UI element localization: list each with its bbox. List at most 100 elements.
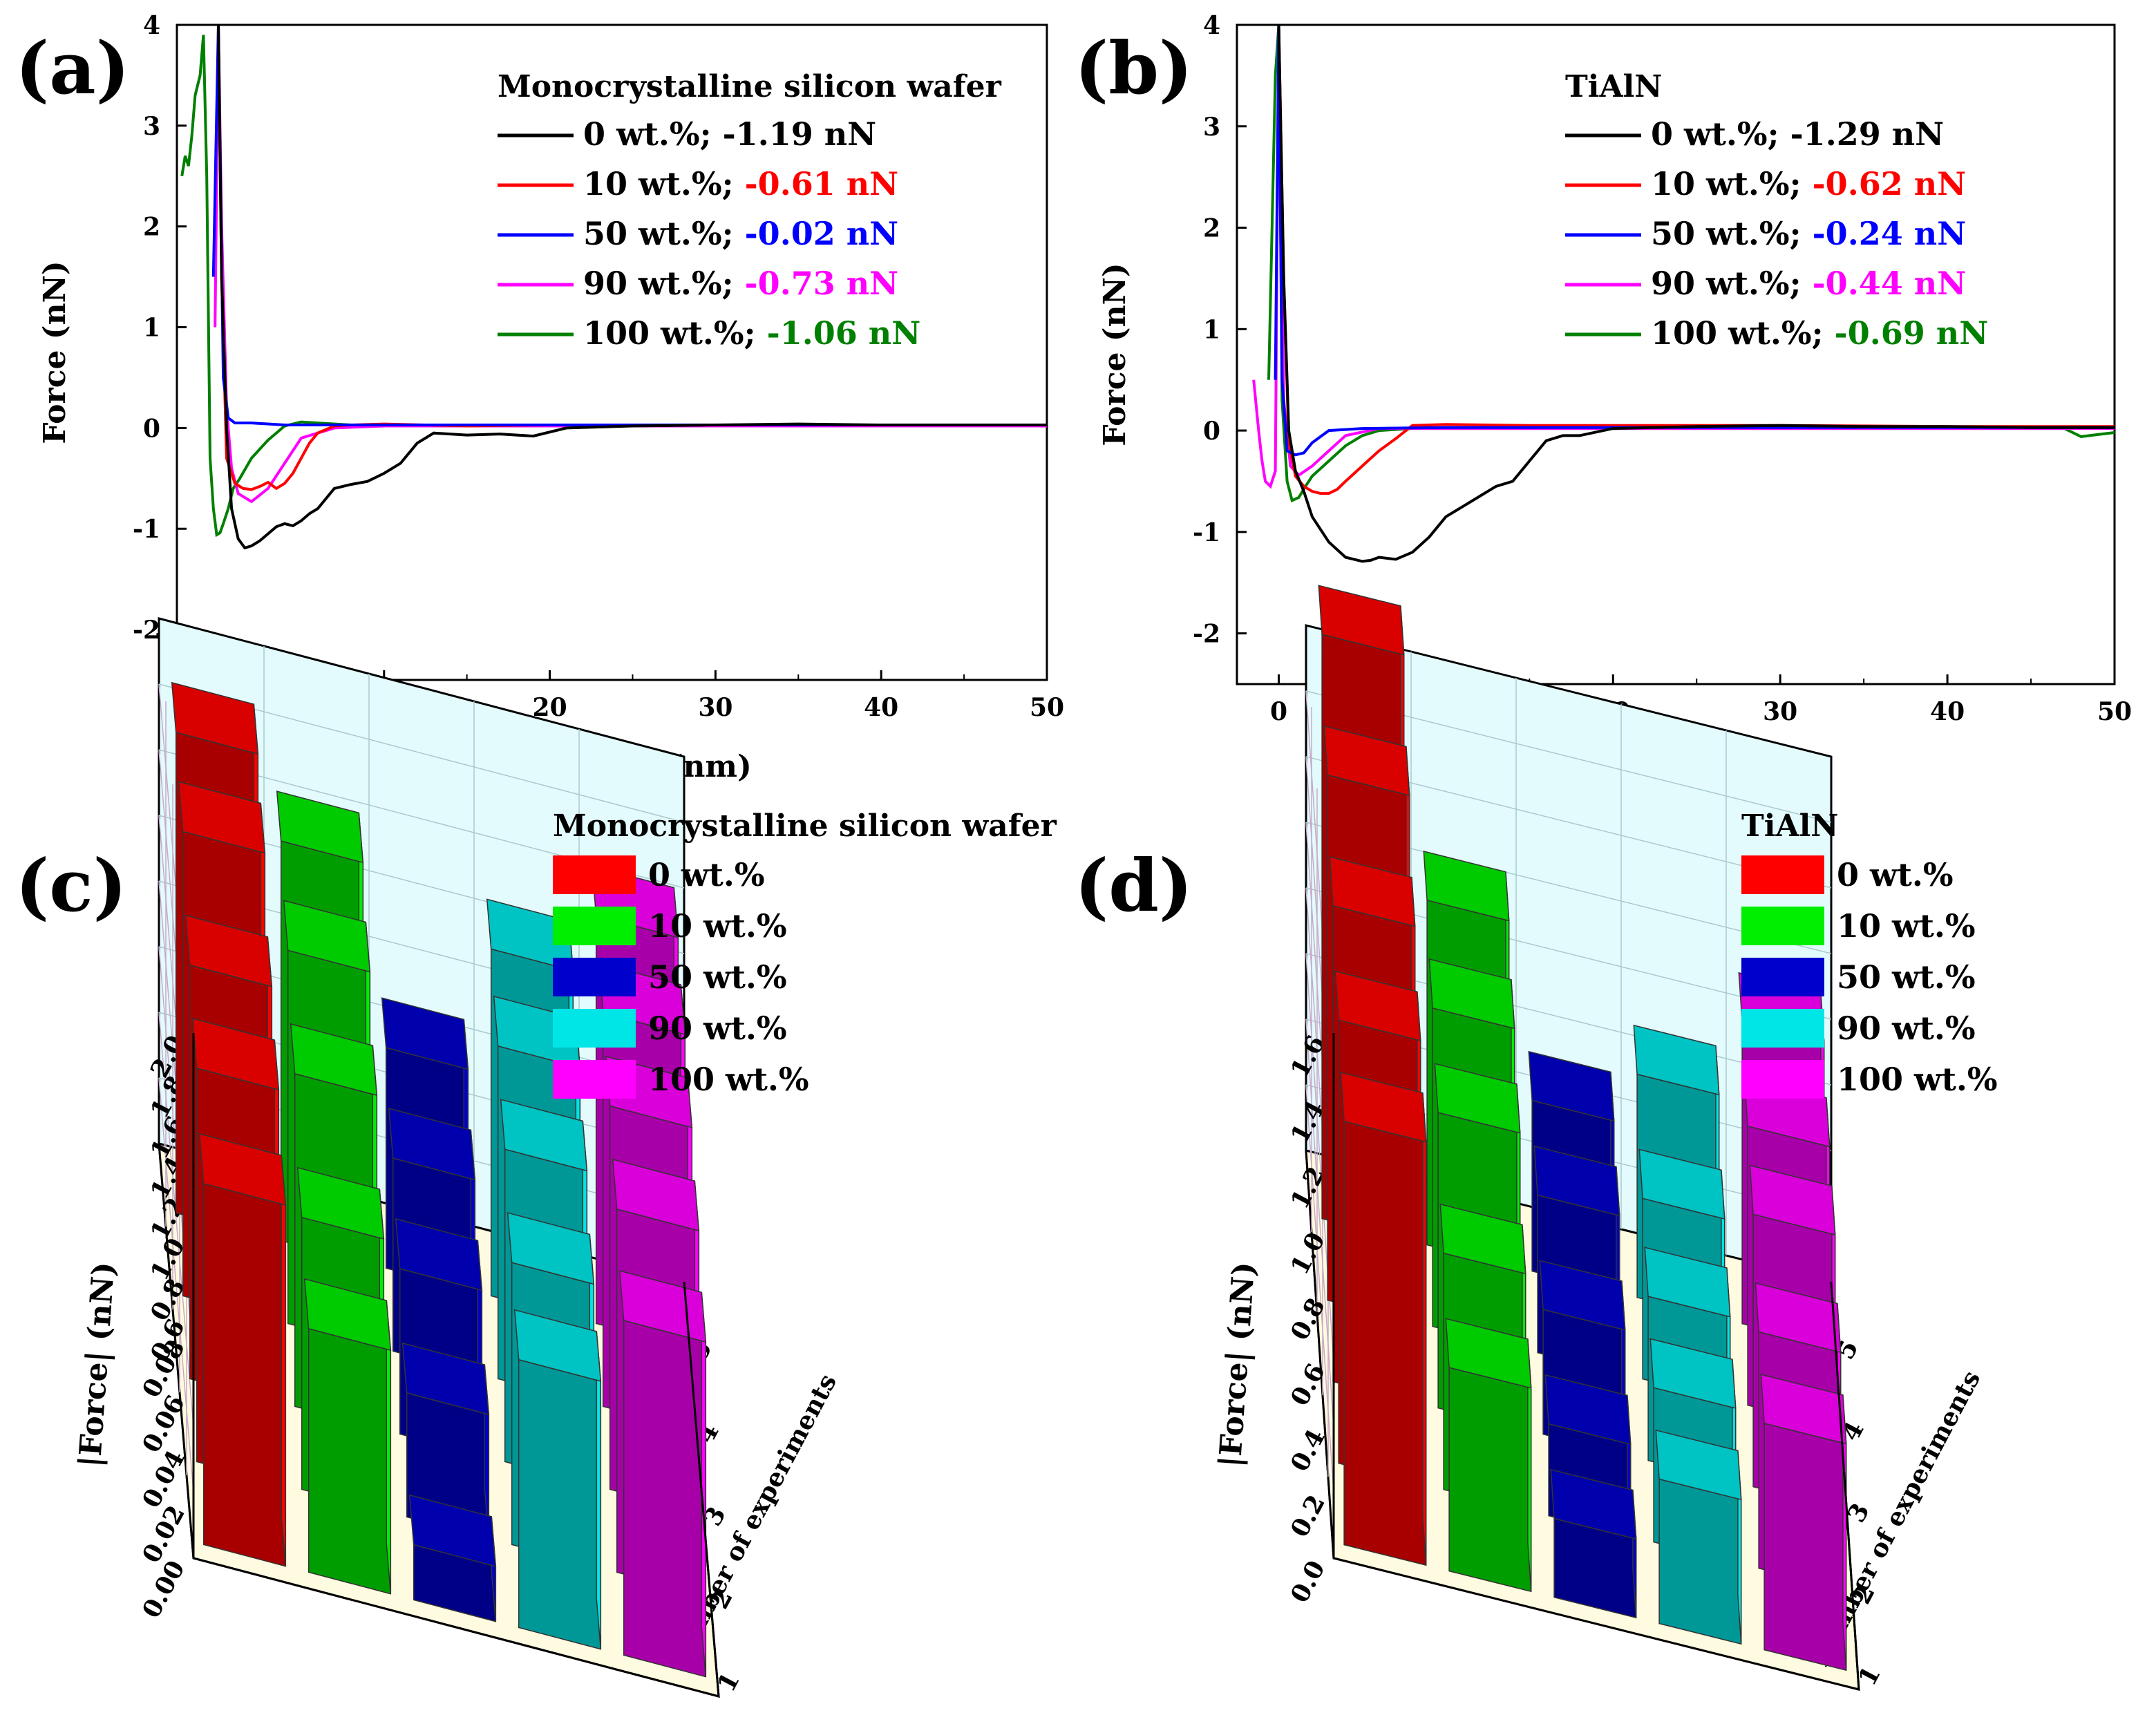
panel-label-d: (d) xyxy=(1075,843,1193,928)
bar-top-2-0 xyxy=(1550,1468,1637,1540)
bar-top-2-4 xyxy=(381,997,469,1070)
legend-entry-2: 50 wt.% xyxy=(648,958,787,996)
y-tick-label: -1 xyxy=(1193,518,1220,547)
bar-top-2-3 xyxy=(388,1108,476,1181)
legend-name: 10 wt.%; xyxy=(1651,165,1813,202)
legend-swatch-1 xyxy=(553,907,636,945)
bar-top-1-3 xyxy=(283,900,371,973)
legend-title: TiAlN xyxy=(1565,69,1663,104)
y-tick-label: -2 xyxy=(1193,620,1220,649)
bar-front-1-0 xyxy=(1448,1367,1532,1593)
legend-swatch-0 xyxy=(1741,855,1824,894)
legend-entry-90: 90 wt.%; -0.73 nN xyxy=(583,265,898,302)
legend-value: -0.44 nN xyxy=(1813,265,1967,302)
bar-top-1-0 xyxy=(303,1278,392,1352)
legend-name: 100 wt.%; xyxy=(1651,314,1835,352)
legend-swatch-2 xyxy=(1741,958,1824,996)
bar-front-1-0 xyxy=(308,1327,392,1595)
legend-entry-4: 100 wt.% xyxy=(648,1061,809,1098)
series-line-90 xyxy=(1252,25,2115,489)
legend-title: Monocrystalline silicon wafer xyxy=(553,808,1057,844)
left-wall-grid xyxy=(158,1077,194,1493)
legend-swatch-3 xyxy=(1741,1009,1824,1048)
bar-top-4-1 xyxy=(1755,1282,1842,1354)
bar-top-2-1 xyxy=(1544,1374,1632,1446)
line-chart-b: 01020304050-2-101234Separation (nm)Force… xyxy=(1097,11,2132,788)
x-tick-label: 50 xyxy=(1030,693,1064,722)
axis-edges xyxy=(192,1033,720,1698)
bar-top-3-3 xyxy=(1638,1148,1725,1220)
legend-name: 10 wt.%; xyxy=(583,165,745,202)
bar-top-1-3 xyxy=(1428,958,1515,1030)
y-tick-label: -1 xyxy=(133,515,160,544)
left-wall-grid xyxy=(158,1012,194,1428)
bar-front-0-0 xyxy=(202,1182,287,1567)
bar-top-4-1 xyxy=(612,1158,700,1232)
legend-value: -1.06 nN xyxy=(767,314,921,352)
legend-swatch-4 xyxy=(553,1060,636,1099)
bar-top-3-1 xyxy=(1649,1338,1737,1409)
legend-entry-100: 100 wt.%; -0.69 nN xyxy=(1651,314,1988,352)
bar-top-3-0 xyxy=(513,1309,602,1382)
legend-entry-50: 50 wt.%; -0.24 nN xyxy=(1651,215,1966,252)
bar-top-1-4 xyxy=(1423,851,1510,922)
legend-name: 50 wt.%; xyxy=(1651,215,1813,252)
x-tick-label: 40 xyxy=(864,693,898,722)
x-tick-label: 0 xyxy=(1270,697,1287,726)
bar-top-0-3 xyxy=(178,781,266,854)
z-tick-label: 0.04 xyxy=(137,1446,191,1513)
y-axis-label: |Force| (nN) xyxy=(1213,1261,1263,1468)
left-wall-grid xyxy=(1305,1084,1334,1493)
y-axis-label: |Force| (nN) xyxy=(73,1261,122,1468)
bar-side-0-0 xyxy=(281,1155,287,1566)
legend-swatch-0 xyxy=(553,855,636,894)
bar-front-3-0 xyxy=(518,1358,602,1650)
bar-top-0-4 xyxy=(1318,585,1405,656)
bar-top-2-0 xyxy=(408,1494,497,1567)
bar-side-4-0 xyxy=(701,1292,707,1677)
x-tick-label: 30 xyxy=(1763,697,1797,726)
legend-name: 90 wt.%; xyxy=(1651,265,1813,302)
legend-value: -0.24 nN xyxy=(1813,215,1967,252)
legend-entry-2: 50 wt.% xyxy=(1837,958,1976,996)
bar-top-1-2 xyxy=(290,1023,378,1097)
bar-top-4-2 xyxy=(1749,1164,1836,1235)
legend-entry-100: 100 wt.%; -1.06 nN xyxy=(583,314,920,352)
legend-entry-1: 10 wt.% xyxy=(648,907,787,945)
left-wall-grid xyxy=(1305,1019,1334,1428)
legend-name: 90 wt.%; xyxy=(583,265,745,302)
y-tick-label: 2 xyxy=(143,213,160,242)
legend-name: 50 wt.%; xyxy=(583,215,745,252)
bar-top-1-1 xyxy=(1439,1203,1526,1275)
bar-top-3-0 xyxy=(1655,1429,1742,1501)
legend-entry-0: 0 wt.%; -1.19 nN xyxy=(583,115,876,153)
legend-entry-0: 0 wt.% xyxy=(1837,856,1954,893)
bar-front-4-0 xyxy=(623,1320,707,1678)
legend-entry-3: 90 wt.% xyxy=(648,1010,787,1047)
y-axis-label: Force (nN) xyxy=(37,261,73,444)
bar-top-0-0 xyxy=(198,1133,287,1206)
legend-entry-0: 0 wt.%; -1.29 nN xyxy=(1651,115,1944,153)
bar-front-0-0 xyxy=(1343,1120,1427,1566)
y-tick-label: 3 xyxy=(143,112,160,141)
bar-top-3-4 xyxy=(1633,1024,1720,1096)
axis-edges xyxy=(1332,1033,1860,1691)
bar-top-2-1 xyxy=(401,1342,490,1415)
legend-title: TiAlN xyxy=(1741,808,1839,844)
x-tick-label: 30 xyxy=(698,693,732,722)
legend-name: 0 wt.%; xyxy=(1651,115,1790,153)
series-line-10 xyxy=(1277,25,2115,495)
z-tick-label: 0.4 xyxy=(1285,1425,1330,1477)
legend-value: -0.62 nN xyxy=(1813,165,1967,202)
series-line-0 xyxy=(217,25,1047,550)
legend-swatch-4 xyxy=(1741,1060,1824,1099)
legend-value: -0.73 nN xyxy=(745,265,899,302)
legend-entry-4: 100 wt.% xyxy=(1837,1061,1998,1098)
legend-swatch-1 xyxy=(1741,907,1824,945)
y-tick-label: -2 xyxy=(133,616,160,645)
legend-value: -0.69 nN xyxy=(1835,314,1989,352)
bar-front-4-0 xyxy=(1763,1422,1847,1672)
legend-swatch-2 xyxy=(553,958,636,996)
x-tick-label: 50 xyxy=(2097,697,2132,726)
bar-top-1-4 xyxy=(276,790,364,864)
